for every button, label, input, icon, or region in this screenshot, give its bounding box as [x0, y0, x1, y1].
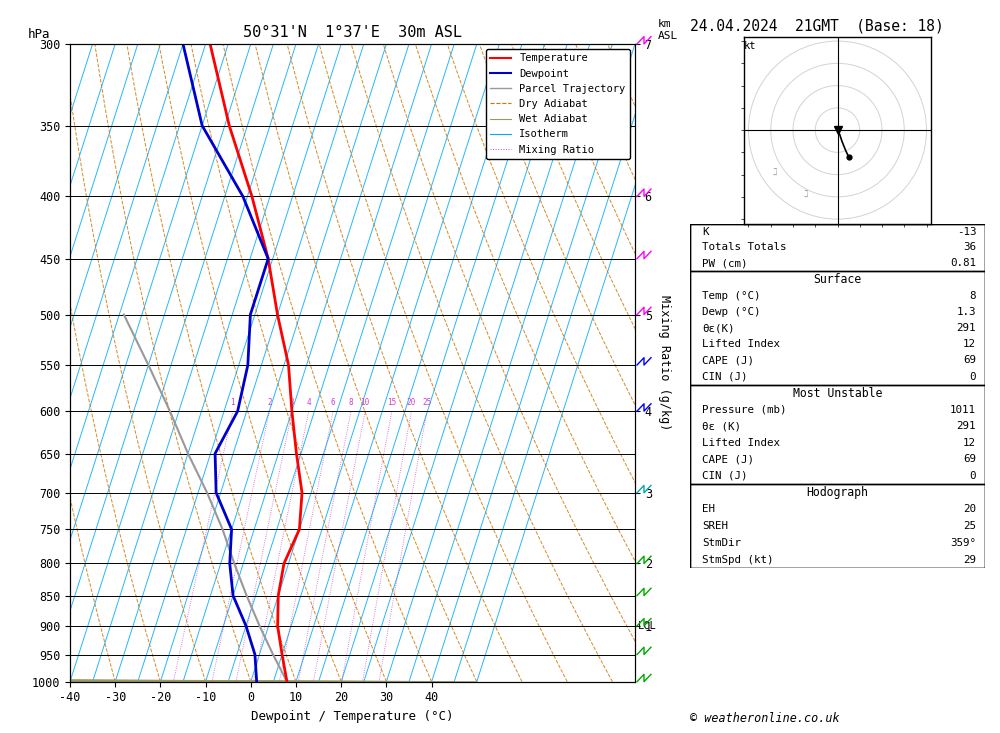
- Text: 3: 3: [290, 398, 294, 408]
- Text: 24.04.2024  21GMT  (Base: 18): 24.04.2024 21GMT (Base: 18): [690, 18, 944, 33]
- Text: K: K: [702, 226, 708, 237]
- Text: 25: 25: [963, 521, 976, 531]
- Text: 1: 1: [231, 398, 235, 408]
- Text: Temp (°C): Temp (°C): [702, 290, 760, 301]
- Text: 8: 8: [349, 398, 353, 408]
- Text: 20: 20: [407, 398, 416, 408]
- Text: Lifted Index: Lifted Index: [702, 339, 780, 349]
- Text: 2: 2: [267, 398, 272, 408]
- Text: 359°: 359°: [950, 538, 976, 548]
- Text: 0.81: 0.81: [950, 258, 976, 268]
- Text: 25: 25: [422, 398, 432, 408]
- Text: StmSpd (kt): StmSpd (kt): [702, 555, 773, 564]
- Text: CIN (J): CIN (J): [702, 372, 747, 382]
- Text: © weatheronline.co.uk: © weatheronline.co.uk: [690, 712, 840, 725]
- Text: θε(K): θε(K): [702, 323, 734, 333]
- Text: EH: EH: [702, 504, 715, 514]
- Text: $\gimel$: $\gimel$: [803, 188, 809, 199]
- Text: hPa: hPa: [28, 28, 50, 41]
- Text: 15: 15: [387, 398, 397, 408]
- Text: 29: 29: [963, 555, 976, 564]
- Text: Most Unstable: Most Unstable: [793, 386, 882, 399]
- Text: $\gimel$: $\gimel$: [772, 166, 778, 177]
- Text: SREH: SREH: [702, 521, 728, 531]
- Text: CAPE (J): CAPE (J): [702, 356, 754, 366]
- Text: 12: 12: [963, 339, 976, 349]
- Text: Surface: Surface: [813, 273, 862, 286]
- Text: 69: 69: [963, 356, 976, 366]
- Text: StmDir: StmDir: [702, 538, 741, 548]
- Text: 36: 36: [963, 243, 976, 252]
- Text: 291: 291: [957, 323, 976, 333]
- Text: 69: 69: [963, 454, 976, 464]
- Text: Pressure (mb): Pressure (mb): [702, 405, 786, 415]
- Text: 1.3: 1.3: [957, 307, 976, 317]
- Text: Lifted Index: Lifted Index: [702, 438, 780, 448]
- Text: 291: 291: [957, 421, 976, 431]
- Text: Dewp (°C): Dewp (°C): [702, 307, 760, 317]
- Title: 50°31'N  1°37'E  30m ASL: 50°31'N 1°37'E 30m ASL: [243, 25, 462, 40]
- Text: 0: 0: [970, 372, 976, 382]
- Text: 12: 12: [963, 438, 976, 448]
- Text: 6: 6: [331, 398, 335, 408]
- Text: -13: -13: [957, 226, 976, 237]
- Text: kt: kt: [744, 41, 757, 51]
- Text: CIN (J): CIN (J): [702, 471, 747, 481]
- Text: PW (cm): PW (cm): [702, 258, 747, 268]
- Text: 0: 0: [970, 471, 976, 481]
- Text: LCL: LCL: [638, 621, 657, 631]
- Text: Totals Totals: Totals Totals: [702, 243, 786, 252]
- Text: 20: 20: [963, 504, 976, 514]
- Text: CAPE (J): CAPE (J): [702, 454, 754, 464]
- Text: 1011: 1011: [950, 405, 976, 415]
- Text: Hodograph: Hodograph: [807, 486, 868, 498]
- Text: 8: 8: [970, 290, 976, 301]
- Y-axis label: Mixing Ratio (g/kg): Mixing Ratio (g/kg): [658, 295, 671, 430]
- Text: 4: 4: [306, 398, 311, 408]
- Text: 10: 10: [361, 398, 370, 408]
- X-axis label: Dewpoint / Temperature (°C): Dewpoint / Temperature (°C): [251, 710, 454, 723]
- Text: θε (K): θε (K): [702, 421, 741, 431]
- Text: km
ASL: km ASL: [658, 19, 678, 41]
- Legend: Temperature, Dewpoint, Parcel Trajectory, Dry Adiabat, Wet Adiabat, Isotherm, Mi: Temperature, Dewpoint, Parcel Trajectory…: [486, 49, 630, 159]
